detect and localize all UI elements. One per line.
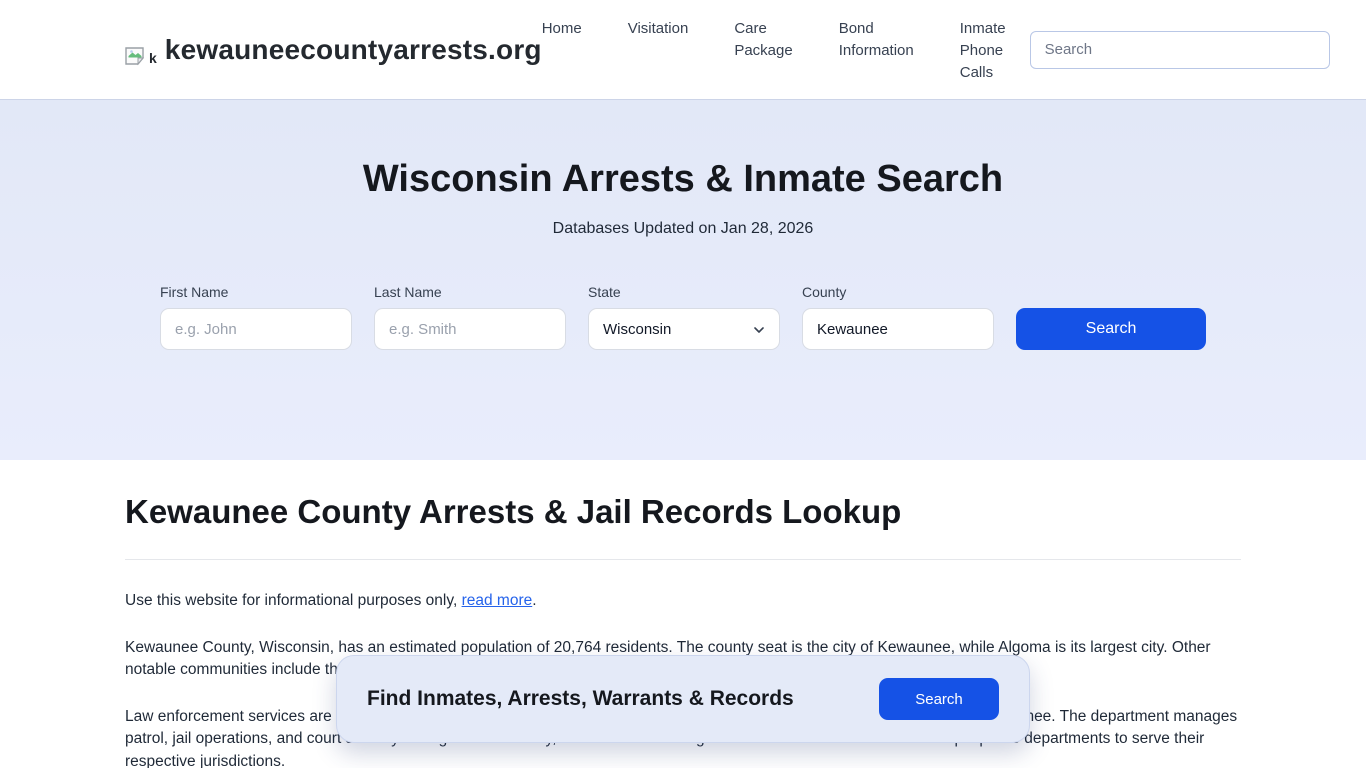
hero-section: Wisconsin Arrests & Inmate Search Databa… xyxy=(0,100,1366,460)
county-input[interactable] xyxy=(802,308,994,350)
db-updated-text: Databases Updated on Jan 28, 2026 xyxy=(552,220,814,237)
inmate-search-form: First Name Last Name State Wisconsin Cou… xyxy=(0,284,1366,350)
disclaimer-text: Use this website for informational purpo… xyxy=(125,592,462,609)
state-label: State xyxy=(588,284,621,300)
county-label: County xyxy=(802,284,847,300)
first-name-label: First Name xyxy=(160,284,229,300)
broken-image-icon xyxy=(125,46,147,66)
nav-item-care-package[interactable]: Care Package xyxy=(734,20,793,59)
nav-item-visitation[interactable]: Visitation xyxy=(627,20,689,37)
nav-item-home[interactable]: Home xyxy=(541,20,582,37)
read-more-link[interactable]: read more xyxy=(461,592,533,609)
first-name-input[interactable] xyxy=(160,308,352,350)
nav-item-inmate-phone-calls[interactable]: Inmate Phone Calls xyxy=(959,20,1006,81)
site-title: kewauneecountyarrests.org xyxy=(164,33,542,65)
last-name-label: Last Name xyxy=(374,284,442,300)
banner-search-button[interactable]: Search xyxy=(879,678,999,720)
site-logo[interactable]: k kewauneecountyarrests.org xyxy=(125,34,542,66)
page-title: Wisconsin Arrests & Inmate Search xyxy=(362,158,1004,200)
main-nav: Home Visitation Care Package Bond Inform… xyxy=(542,0,1006,84)
heading-divider xyxy=(125,559,1241,560)
chevron-down-icon xyxy=(753,323,765,335)
disclaimer-period: . xyxy=(532,592,537,609)
site-header: k kewauneecountyarrests.org Home Visitat… xyxy=(0,0,1366,100)
header-search-input[interactable] xyxy=(1029,30,1330,69)
nav-item-bond-information[interactable]: Bond Information xyxy=(838,20,914,59)
search-button[interactable]: Search xyxy=(1016,308,1206,350)
last-name-input[interactable] xyxy=(374,308,566,350)
find-records-banner: Find Inmates, Arrests, Warrants & Record… xyxy=(336,655,1030,743)
disclaimer-paragraph: Use this website for informational purpo… xyxy=(125,590,1241,613)
section-heading: Kewaunee County Arrests & Jail Records L… xyxy=(125,493,902,530)
state-select[interactable]: Wisconsin xyxy=(588,308,780,350)
state-selected-value: Wisconsin xyxy=(603,320,672,338)
logo-alt-text: k xyxy=(149,49,157,66)
banner-title: Find Inmates, Arrests, Warrants & Record… xyxy=(367,687,794,710)
